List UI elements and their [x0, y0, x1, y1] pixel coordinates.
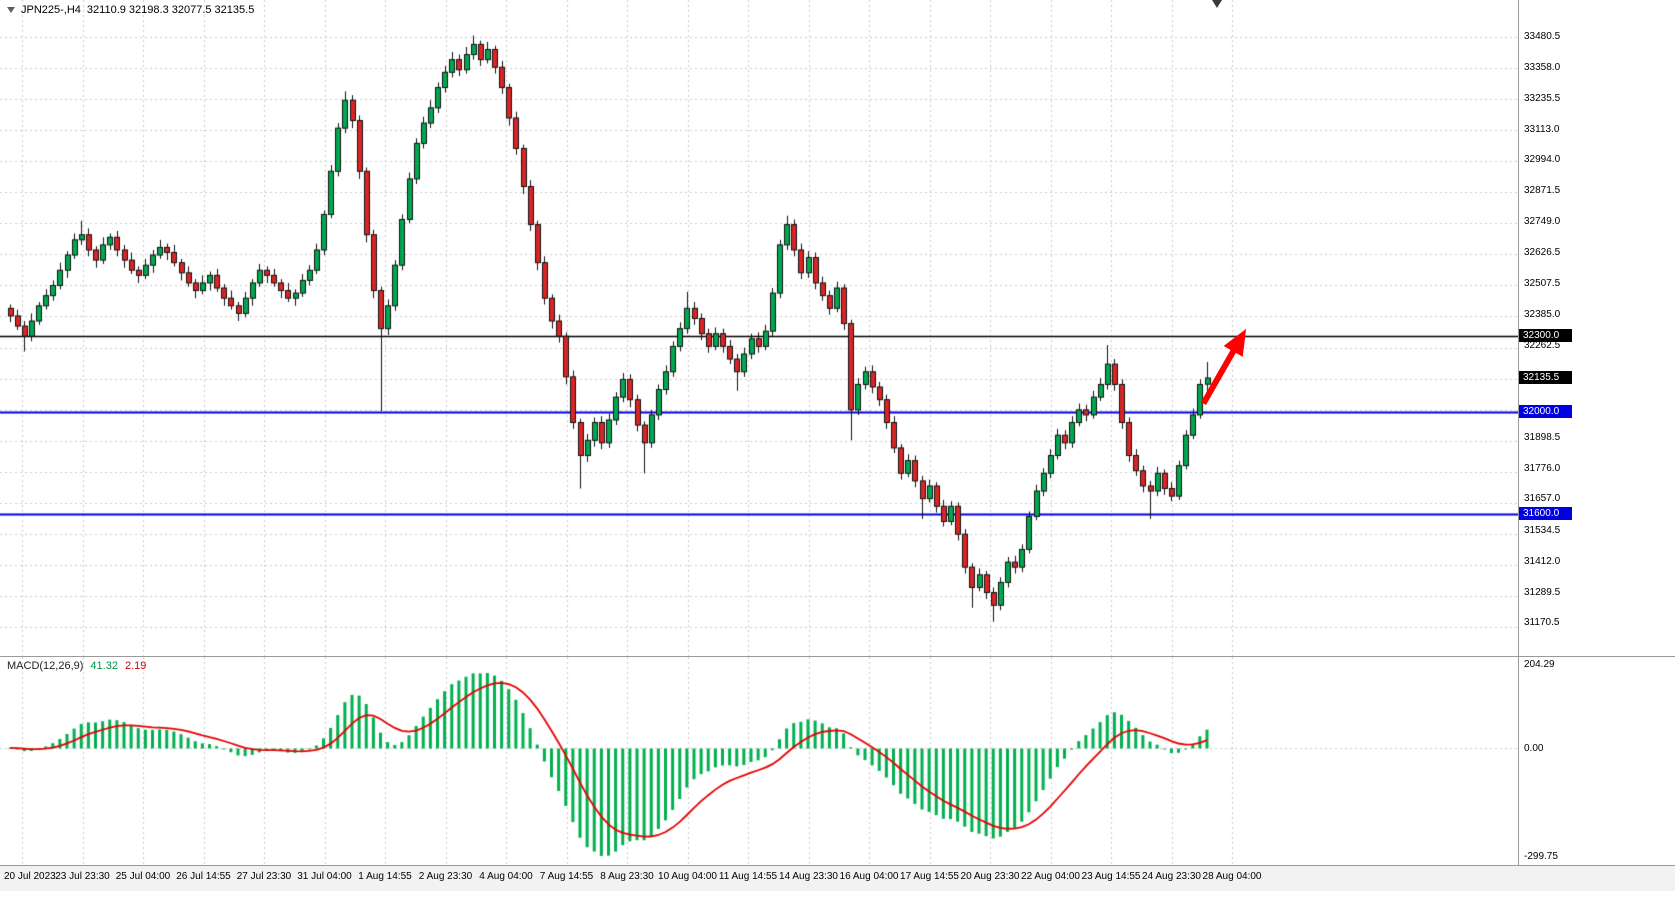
time-axis-label: 8 Aug 23:30 [600, 871, 654, 882]
time-axis-label: 11 Aug 14:55 [718, 871, 778, 882]
macd-signal-value: 2.19 [124, 660, 147, 672]
time-axis-label: 23 Jul 23:30 [55, 871, 110, 882]
time-axis-label: 23 Aug 14:55 [1081, 871, 1141, 882]
price-axis-label: 33480.5 [1524, 30, 1561, 42]
hline-price-badge: 31600.0 [1519, 506, 1572, 520]
price-axis-label: 31412.0 [1524, 555, 1561, 567]
time-axis-label: 16 Aug 04:00 [839, 871, 899, 882]
price-axis-label: 31776.0 [1524, 463, 1561, 475]
time-axis-label: 31 Jul 04:00 [297, 871, 352, 882]
macd-axis-label-zero: 0.00 [1524, 742, 1544, 754]
price-axis-label: 31898.5 [1524, 432, 1561, 444]
trend-arrow-annotation[interactable] [0, 0, 1518, 656]
price-axis-label: 32507.5 [1524, 277, 1561, 289]
time-axis-label: 25 Jul 04:00 [115, 871, 171, 882]
current-price-badge: 32135.5 [1519, 370, 1572, 384]
macd-name: MACD(12,26,9) [7, 660, 84, 672]
time-axis-label: 4 Aug 04:00 [479, 871, 533, 882]
chart-ohlc-info: JPN225-,H4 32110.9 32198.3 32077.5 32135… [7, 4, 254, 16]
macd-indicator-label: MACD(12,26,9) 41.32 2.19 [7, 660, 146, 672]
time-axis-label: 27 Jul 23:30 [236, 871, 292, 882]
symbol-dropdown-icon[interactable] [7, 7, 15, 13]
price-axis-label: 33235.5 [1524, 92, 1561, 104]
time-axis-label: 7 Aug 14:55 [539, 871, 594, 882]
chart-ohlc-values: 32110.9 32198.3 32077.5 32135.5 [86, 4, 255, 16]
price-axis-label: 32385.0 [1524, 308, 1561, 320]
macd-indicator-area[interactable] [0, 657, 1518, 864]
price-axis-label: 31657.0 [1524, 493, 1561, 505]
time-axis-label: 22 Aug 04:00 [1021, 871, 1080, 882]
time-axis-label: 28 Aug 04:00 [1202, 871, 1262, 882]
time-axis-label: 26 Jul 14:55 [176, 871, 231, 882]
axis-separator [1518, 0, 1519, 865]
time-axis-label: 20 Aug 23:30 [960, 871, 1020, 882]
time-axis[interactable]: 20 Jul 2023 23 Jul 23:30 25 Jul 04:00 26 Ju… [0, 865, 1675, 891]
time-axis-label: 17 Aug 14:55 [900, 871, 959, 882]
macd-main-value: 41.32 [90, 660, 118, 672]
macd-axis-label-top: 204.29 [1524, 659, 1555, 670]
price-axis-label: 32262.5 [1524, 339, 1561, 351]
pane-separator[interactable] [0, 656, 1675, 657]
hline-price-badge: 32000.0 [1519, 405, 1572, 419]
time-axis-label: 2 Aug 23:30 [418, 871, 473, 882]
price-axis-label: 31170.5 [1524, 616, 1560, 628]
price-axis-label: 31289.5 [1524, 586, 1561, 598]
time-axis-label: 1 Aug 14:55 [358, 871, 412, 882]
price-axis[interactable]: 33480.5 33358.0 33235.5 33113.0 32994.0 32871… [1519, 0, 1675, 656]
time-axis-label: 24 Aug 23:30 [1142, 871, 1201, 882]
chart-shift-marker-icon[interactable] [1212, 0, 1222, 8]
time-axis-label: 14 Aug 23:30 [779, 871, 838, 882]
price-axis-label: 31534.5 [1524, 524, 1561, 536]
price-axis-label: 32626.5 [1524, 247, 1561, 259]
price-axis-label: 33113.0 [1524, 123, 1560, 135]
macd-axis[interactable]: 204.29 0.00 -299.75 [1519, 657, 1675, 864]
hline-price-badge: 32300.0 [1519, 329, 1572, 343]
chart-symbol-timeframe: JPN225-,H4 [21, 4, 81, 16]
time-axis-label: 20 Jul 2023 [4, 871, 56, 882]
price-axis-label: 33358.0 [1524, 61, 1561, 73]
time-axis-label: 10 Aug 04:00 [658, 871, 717, 882]
price-axis-label: 32749.0 [1524, 216, 1561, 228]
price-axis-label: 32871.5 [1524, 185, 1561, 197]
price-chart-area[interactable] [0, 0, 1518, 656]
macd-axis-label-bottom: -299.75 [1524, 851, 1558, 862]
price-axis-label: 32994.0 [1524, 154, 1561, 166]
